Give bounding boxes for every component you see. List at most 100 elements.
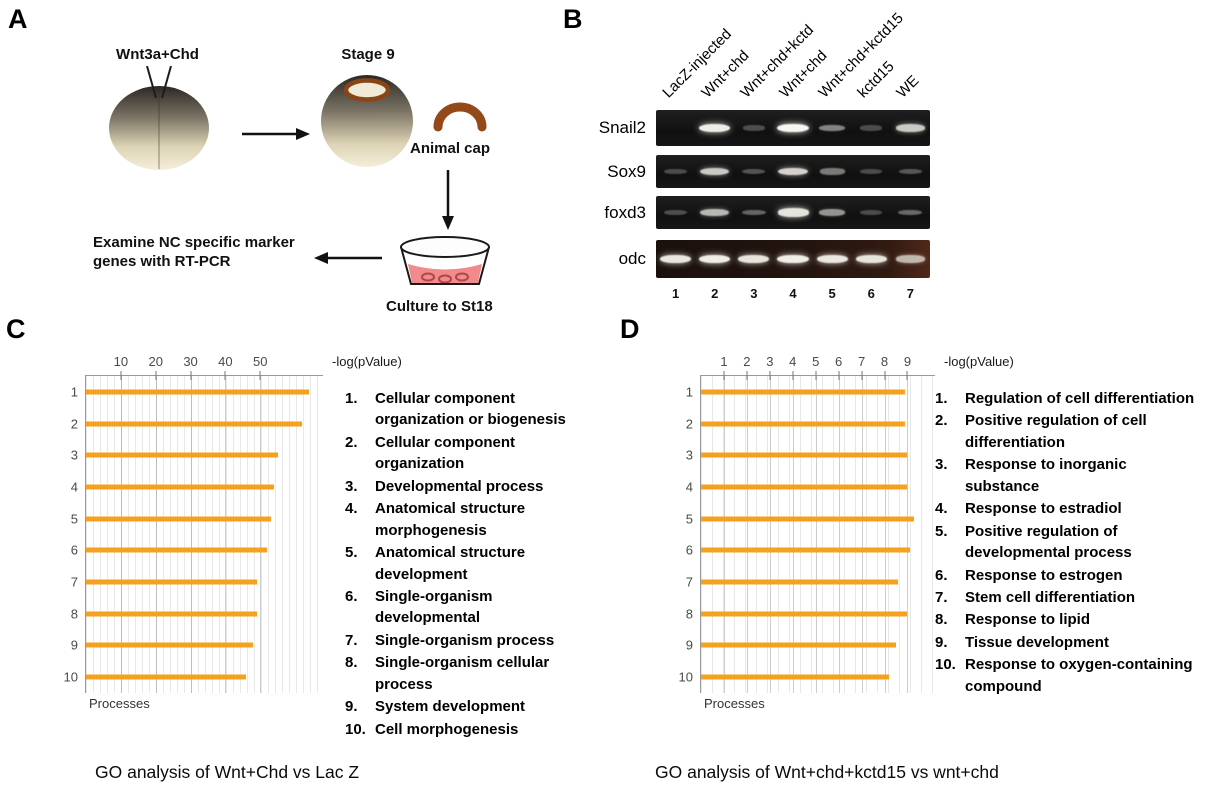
axis-label: -log(pValue) (332, 354, 402, 369)
culture-dish-illustration (400, 236, 490, 285)
legend-text: Anatomical structure development (375, 544, 526, 583)
legend-number: 1. (935, 390, 948, 407)
tick-mark (723, 371, 725, 380)
arrow-left-icon (314, 252, 382, 264)
category-label: 6 (685, 542, 693, 558)
lane-number: 3 (750, 286, 758, 301)
gel-strip-Sox9 (656, 155, 930, 188)
tick-label: 4 (789, 354, 797, 369)
gel-band (738, 254, 770, 264)
gel-band (860, 125, 883, 131)
gel-strip-odc (656, 240, 930, 278)
category-label: 2 (685, 416, 693, 432)
category-label: 10 (63, 669, 78, 685)
legend-text: Single-organism cellular process (375, 654, 550, 693)
bar-c-1 (86, 389, 310, 395)
legend-number: 4. (935, 500, 948, 518)
tick-mark (769, 371, 771, 380)
arrow-right-icon (242, 128, 310, 140)
legend-item: 6. Single-organism developmental (345, 586, 577, 629)
caption-c: GO analysis of Wnt+Chd vs Lac Z (95, 762, 360, 782)
category-label: 4 (70, 479, 78, 495)
dish-body (400, 246, 490, 285)
gel-area: Snail2 Sox9 foxd3 odc LacZ-injected Wnt+chd Wn… (599, 10, 930, 310)
gridline (838, 376, 840, 693)
tick-label: 30 (183, 354, 198, 369)
legend-number: 5. (935, 522, 948, 540)
dish-rim (400, 236, 490, 258)
legend-item: 1. Regulation of cell differentiation (935, 388, 1201, 409)
caption-d: GO analysis of Wnt+chd+kctd15 vs wnt+chd (655, 762, 999, 782)
gene-label-Sox9: Sox9 (607, 161, 646, 181)
legend-item: 1. Cellular component organization or bio… (345, 388, 577, 431)
gel-band (819, 168, 845, 175)
lane-label: WE (893, 72, 923, 102)
legend-number: 1. (345, 390, 358, 407)
tick-mark (815, 371, 817, 380)
bar-c-3 (86, 452, 278, 458)
tick-label: 6 (835, 354, 843, 369)
legend-number: 9. (345, 698, 358, 716)
bar-c-9 (86, 642, 254, 648)
legend-text: Response to estrogen (965, 566, 1123, 584)
bar-c-5 (86, 516, 271, 522)
legend-number: 5. (345, 544, 358, 562)
category-label: 3 (70, 447, 78, 463)
gridline (746, 376, 748, 693)
gridline (792, 376, 794, 693)
animal-cap-label: Animal cap (410, 140, 491, 157)
bar-c-4 (86, 484, 275, 490)
explant (421, 272, 435, 282)
legend-text: Response to inorganic substance (965, 456, 1127, 495)
bar-c-6 (86, 547, 268, 553)
legend-text: Cellular component organization or bioge… (375, 390, 566, 429)
lane-number: 7 (906, 286, 915, 301)
legend-number: 2. (935, 412, 948, 430)
gel-band (818, 209, 846, 216)
arrow-down-icon (442, 170, 454, 230)
bar-d-6 (701, 547, 910, 553)
category-label: 7 (70, 574, 78, 590)
legend-text: Regulation of cell differentiation (965, 390, 1195, 407)
legend-number: 2. (345, 433, 358, 451)
embryo-body (321, 75, 413, 167)
legend-text: System development (375, 698, 526, 716)
panel-c-label: C (6, 314, 26, 344)
gel-band (860, 209, 883, 216)
legend-number: 7. (345, 631, 358, 649)
examine-text: Examine NC specific marker genes with RT… (93, 234, 295, 270)
legend-item: 5. Positive regulation of developmental p… (935, 521, 1201, 564)
legend-text: Response to oxygen-containing compound (965, 656, 1193, 695)
gel-band (699, 167, 730, 176)
category-label: 7 (685, 574, 693, 590)
animal-cap-illustration (433, 102, 487, 132)
category-label: 2 (70, 416, 78, 432)
legend-text: Single-organism process (375, 631, 555, 649)
bar-d-1 (701, 389, 906, 395)
bar-d-9 (701, 642, 896, 648)
legend-number: 8. (345, 654, 358, 672)
tick-label: 1 (720, 354, 728, 369)
tick-label: 2 (743, 354, 751, 369)
gel-band (855, 254, 887, 264)
category-label: 9 (70, 637, 78, 653)
gel-band (860, 168, 883, 175)
category-label: 5 (70, 511, 78, 527)
tick-label: 10 (113, 354, 129, 369)
culture-medium (408, 264, 482, 283)
legend-text: Response to estradiol (965, 500, 1122, 518)
gridline (815, 376, 817, 693)
tick-mark (884, 371, 886, 380)
category-label: 9 (685, 637, 693, 653)
legend-number: 6. (935, 566, 948, 584)
explant (438, 274, 452, 284)
tick-mark (792, 371, 794, 380)
bar-c-2 (86, 421, 303, 427)
legend-number: 3. (345, 477, 358, 495)
tick-label: 8 (880, 354, 889, 369)
axis-label: -log(pValue) (944, 354, 1014, 369)
gel-band (664, 209, 687, 216)
gel-strip-Snail2 (656, 110, 930, 146)
